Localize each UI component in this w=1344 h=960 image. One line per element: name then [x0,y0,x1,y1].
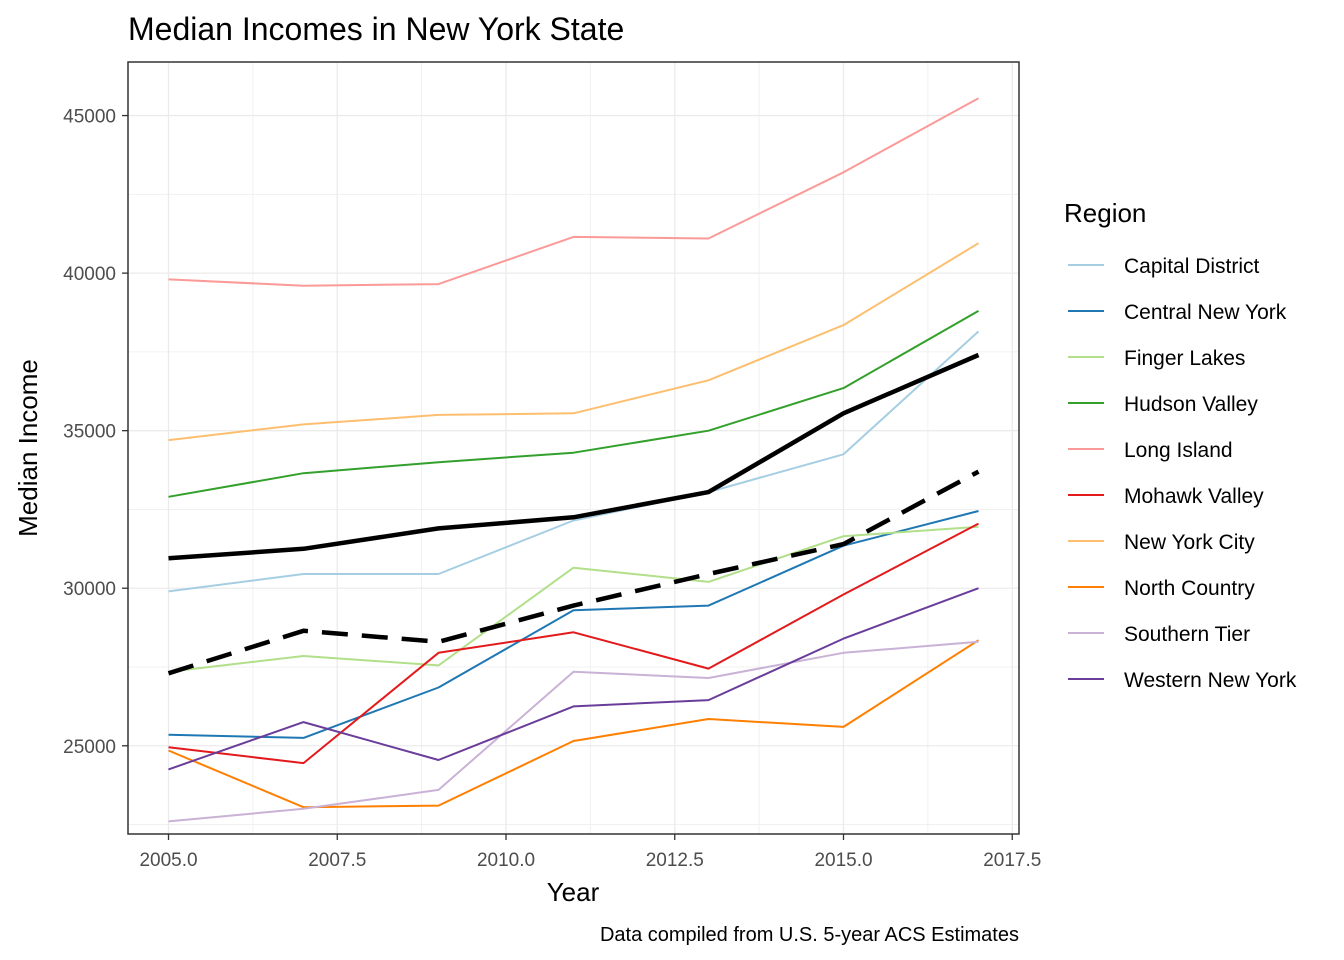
x-tick-label: 2007.5 [308,850,366,871]
plot-panel-border [127,61,1020,835]
series-line [168,310,979,498]
chart-caption: Data compiled from U.S. 5-year ACS Estim… [600,924,1019,946]
y-tick-label: 45000 [63,107,116,128]
y-axis: 25000 30000 35000 40000 45000 [63,107,128,758]
legend-label: Southern Tier [1124,623,1250,646]
series-line [168,639,980,809]
legend-label: Hudson Valley [1124,393,1258,416]
x-tick-label: 2005.0 [139,850,197,871]
legend-label: New York City [1124,531,1255,554]
series-line [168,522,979,765]
legend-label: Mohawk Valley [1124,485,1264,508]
reference-line-solid [168,352,980,561]
legend-label: North Country [1124,577,1255,600]
x-axis-title: Year [547,877,600,907]
legend-label: Capital District [1124,255,1260,278]
series-line [168,330,980,593]
series-line [168,525,979,673]
reference-lines [167,352,980,676]
series-line [168,587,979,771]
legend: Region Capital District Central New York F… [1064,198,1297,692]
legend-title: Region [1064,198,1146,228]
series-line [168,97,979,287]
y-tick-label: 40000 [63,264,116,285]
chart-title: Median Incomes in New York State [128,11,624,47]
legend-label: Western New York [1124,669,1297,692]
x-tick-label: 2015.0 [814,850,872,871]
x-tick-label: 2012.5 [646,850,704,871]
legend-label: Central New York [1124,301,1287,324]
x-tick-label: 2010.0 [477,850,535,871]
series-line [168,242,980,442]
x-tick-label: 2017.5 [983,850,1041,871]
y-tick-label: 25000 [63,737,116,758]
y-axis-title: Median Income [13,359,43,537]
y-tick-label: 35000 [63,422,116,443]
series-line [168,510,979,739]
series-lines [168,97,980,823]
grid [128,62,1019,834]
legend-label: Long Island [1124,439,1233,462]
legend-label: Finger Lakes [1124,347,1245,370]
y-tick-label: 30000 [63,579,116,600]
series-line [168,640,979,823]
reference-line-dashed [167,469,980,676]
x-axis: 2005.0 2007.5 2010.0 2012.5 2015.0 2017.5 [139,834,1041,871]
